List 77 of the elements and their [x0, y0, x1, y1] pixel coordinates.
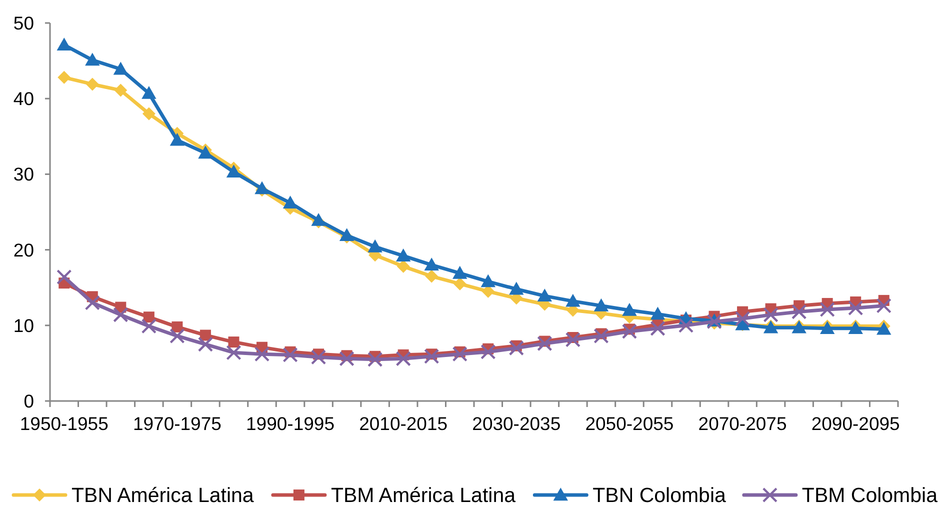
- point: [311, 212, 326, 226]
- point: [226, 164, 242, 178]
- point: [734, 310, 750, 326]
- legend-label: TBN Colombia: [592, 484, 727, 506]
- point: [368, 239, 382, 252]
- point: [791, 304, 807, 320]
- legend-label: TBN América Latina: [72, 484, 254, 506]
- point: [170, 328, 185, 344]
- point: [650, 306, 666, 320]
- point: [282, 196, 298, 209]
- point: [566, 294, 580, 307]
- point: [254, 346, 270, 362]
- x-tick-label: 2030-2035: [472, 413, 561, 434]
- x-tick-label: 2050-2055: [585, 413, 674, 434]
- point: [508, 340, 524, 356]
- point: [622, 302, 637, 316]
- x-tick-label: 1970-1975: [132, 413, 222, 434]
- point: [594, 328, 609, 344]
- point: [200, 330, 211, 341]
- point: [396, 260, 410, 273]
- point: [424, 348, 440, 364]
- point: [396, 248, 411, 262]
- point: [678, 318, 694, 333]
- point: [537, 336, 552, 352]
- point: [56, 38, 72, 51]
- y-tick-label: 0: [24, 390, 34, 412]
- point: [198, 336, 214, 352]
- y-tick-label: 10: [13, 314, 34, 336]
- point: [114, 84, 128, 97]
- point: [820, 302, 835, 318]
- x-tick-label: 1990-1995: [246, 413, 335, 434]
- point: [85, 52, 100, 66]
- point: [848, 300, 864, 316]
- x-tick-label: 1950-1955: [20, 413, 108, 434]
- point: [84, 295, 100, 310]
- y-tick-label: 30: [13, 164, 34, 185]
- point: [254, 181, 270, 194]
- point: [170, 132, 185, 146]
- point: [452, 266, 468, 279]
- point: [367, 352, 383, 368]
- point: [113, 307, 128, 322]
- point: [622, 324, 638, 340]
- y-tick-label: 20: [13, 239, 34, 260]
- x-tick-label: 2010-2015: [359, 413, 448, 434]
- point: [509, 282, 524, 295]
- point: [424, 258, 439, 271]
- point: [876, 298, 892, 314]
- point: [453, 277, 466, 290]
- point: [425, 270, 438, 283]
- point: [86, 78, 99, 91]
- point: [228, 336, 240, 348]
- point: [282, 347, 298, 362]
- point: [396, 351, 411, 366]
- legend-label: TBM Colombia: [802, 484, 938, 506]
- point: [594, 298, 609, 312]
- point: [226, 345, 242, 360]
- point: [650, 320, 666, 336]
- point: [763, 307, 778, 322]
- x-tick-label: 2070-2075: [698, 413, 787, 434]
- point: [310, 350, 326, 365]
- point: [143, 312, 154, 323]
- point: [56, 269, 72, 285]
- point: [537, 288, 552, 302]
- point: [142, 86, 156, 99]
- y-tick-label: 40: [13, 88, 34, 110]
- point: [565, 332, 581, 348]
- point: [141, 318, 157, 334]
- legend-label: TBM América Latina: [330, 484, 516, 506]
- point: [339, 351, 354, 366]
- point: [452, 346, 468, 362]
- point: [58, 70, 71, 84]
- point: [142, 107, 156, 120]
- x-tick-label: 2090-2095: [811, 413, 900, 434]
- point: [113, 62, 128, 75]
- y-tick-label: 50: [13, 12, 34, 34]
- point: [480, 344, 496, 360]
- point: [480, 274, 496, 288]
